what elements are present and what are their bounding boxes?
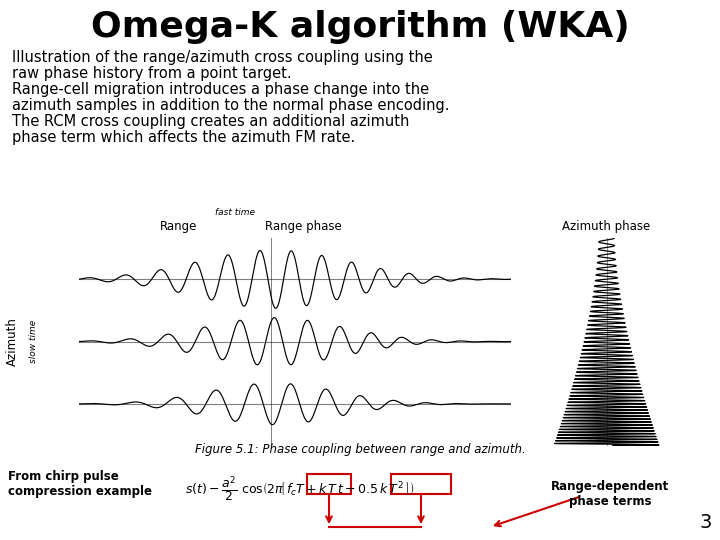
Text: fast time: fast time [215, 208, 255, 217]
Text: Range: Range [160, 220, 197, 233]
Text: phase term which affects the azimuth FM rate.: phase term which affects the azimuth FM … [12, 130, 355, 145]
Text: raw phase history from a point target.: raw phase history from a point target. [12, 66, 292, 81]
Text: 3: 3 [700, 513, 712, 532]
Text: Omega-K algorithm (WKA): Omega-K algorithm (WKA) [91, 10, 629, 44]
Text: Illustration of the range/azimuth cross coupling using the: Illustration of the range/azimuth cross … [12, 50, 433, 65]
Text: Range-dependent
phase terms: Range-dependent phase terms [551, 480, 669, 508]
Text: Azimuth phase: Azimuth phase [562, 220, 651, 233]
Text: Figure 5.1: Phase coupling between range and azimuth.: Figure 5.1: Phase coupling between range… [194, 443, 526, 456]
Text: From chirp pulse
compression example: From chirp pulse compression example [8, 470, 152, 498]
Text: The RCM cross coupling creates an additional azimuth: The RCM cross coupling creates an additi… [12, 114, 410, 129]
Text: azimuth samples in addition to the normal phase encoding.: azimuth samples in addition to the norma… [12, 98, 449, 113]
Text: Range phase: Range phase [266, 220, 342, 233]
Text: Azimuth: Azimuth [6, 317, 19, 366]
Text: slow time: slow time [30, 320, 38, 363]
Text: $s(t) - \dfrac{a^2}{2}\ \cos\!\left(2\pi\!\left[\,f_c T + k\,T\,t - 0.5\,k\,T^2\: $s(t) - \dfrac{a^2}{2}\ \cos\!\left(2\pi… [185, 474, 414, 503]
Text: Range-cell migration introduces a phase change into the: Range-cell migration introduces a phase … [12, 82, 429, 97]
